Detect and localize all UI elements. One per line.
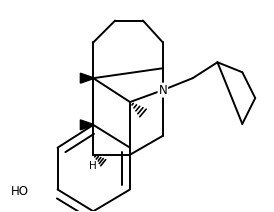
Text: H: H bbox=[89, 161, 97, 171]
Text: HO: HO bbox=[11, 185, 29, 198]
Polygon shape bbox=[80, 120, 93, 130]
Polygon shape bbox=[80, 73, 93, 83]
Text: N: N bbox=[158, 84, 167, 97]
